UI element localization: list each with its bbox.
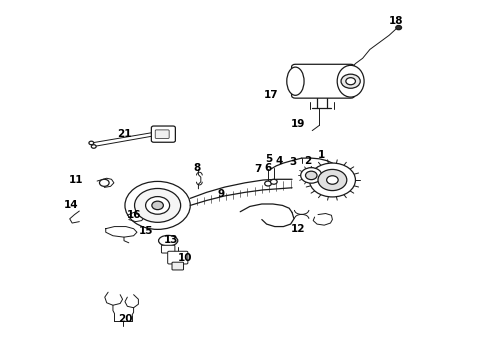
Text: 10: 10 [178, 253, 192, 262]
Text: 8: 8 [194, 163, 200, 173]
Text: 1: 1 [318, 150, 325, 160]
Circle shape [89, 141, 94, 145]
Circle shape [396, 26, 401, 30]
Text: 9: 9 [218, 189, 224, 199]
Circle shape [301, 168, 322, 183]
Text: 5: 5 [266, 154, 272, 164]
Circle shape [318, 170, 347, 190]
Text: 21: 21 [117, 129, 131, 139]
FancyBboxPatch shape [155, 130, 169, 138]
Text: 14: 14 [63, 200, 78, 210]
Circle shape [146, 197, 170, 214]
Text: 2: 2 [304, 156, 311, 166]
Text: 16: 16 [126, 210, 141, 220]
Text: 13: 13 [163, 235, 178, 245]
Circle shape [327, 176, 338, 184]
FancyBboxPatch shape [292, 64, 354, 98]
Text: 6: 6 [265, 163, 271, 173]
Circle shape [270, 179, 277, 184]
Text: 4: 4 [276, 156, 283, 166]
FancyBboxPatch shape [168, 251, 188, 264]
Circle shape [135, 189, 181, 222]
Text: 7: 7 [254, 164, 262, 174]
Text: 19: 19 [291, 118, 305, 129]
Text: 20: 20 [118, 314, 132, 324]
Text: 3: 3 [290, 157, 296, 167]
Text: 17: 17 [264, 90, 279, 100]
Circle shape [265, 181, 271, 186]
Circle shape [152, 201, 163, 210]
FancyBboxPatch shape [161, 245, 175, 253]
FancyBboxPatch shape [151, 126, 175, 142]
Circle shape [91, 145, 96, 148]
Text: 15: 15 [139, 226, 154, 236]
Ellipse shape [287, 67, 304, 95]
Circle shape [125, 181, 190, 229]
Ellipse shape [159, 235, 178, 246]
FancyBboxPatch shape [172, 262, 184, 270]
Text: 18: 18 [389, 15, 403, 26]
Text: 11: 11 [69, 175, 83, 185]
Circle shape [305, 171, 317, 180]
Text: 12: 12 [291, 224, 305, 234]
Circle shape [346, 78, 355, 85]
Circle shape [309, 163, 355, 197]
Circle shape [341, 74, 360, 88]
Circle shape [99, 179, 109, 186]
Ellipse shape [337, 66, 364, 97]
